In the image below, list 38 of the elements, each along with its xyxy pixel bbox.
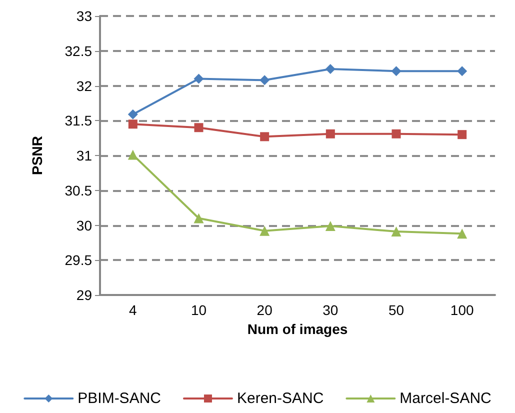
point <box>457 228 468 239</box>
y-tick-label: 31.5 <box>64 112 92 129</box>
legend-label: PBIM-SANC <box>78 390 162 407</box>
point <box>391 226 402 237</box>
legend-label: Marcel-SANC <box>400 390 492 407</box>
x-tick-label: 4 <box>129 302 138 318</box>
point <box>260 75 270 86</box>
y-tick-label: 33 <box>76 8 92 24</box>
y-tick-label: 29.5 <box>64 252 92 268</box>
legend-label: Keren-SANC <box>236 390 324 407</box>
point <box>194 123 204 132</box>
point <box>194 213 204 224</box>
x-tick-label: 50 <box>388 302 404 318</box>
y-tick-label: 32.5 <box>64 42 92 59</box>
x-tick-label: 100 <box>450 302 474 318</box>
point <box>391 66 402 76</box>
y-tick-label: 30.5 <box>64 182 92 198</box>
point <box>260 132 270 142</box>
y-axis-title: PSNR <box>29 136 45 175</box>
point <box>326 129 335 138</box>
y-tick-label: 32 <box>76 78 92 94</box>
point <box>325 220 336 231</box>
x-tick-label: 30 <box>322 302 338 318</box>
point <box>194 74 204 84</box>
point <box>260 226 270 236</box>
y-tick-label: 30 <box>76 217 92 234</box>
point <box>128 120 138 129</box>
point <box>128 150 138 160</box>
point <box>458 130 467 140</box>
x-tick-label: 20 <box>256 302 273 318</box>
point <box>128 109 138 120</box>
x-tick-label: 10 <box>190 302 207 318</box>
point <box>457 66 468 76</box>
x-axis-title: Num of images <box>247 320 348 337</box>
point <box>392 129 401 138</box>
y-tick-label: 29 <box>76 287 92 303</box>
point <box>325 64 336 74</box>
y-tick-label: 31 <box>76 148 92 164</box>
